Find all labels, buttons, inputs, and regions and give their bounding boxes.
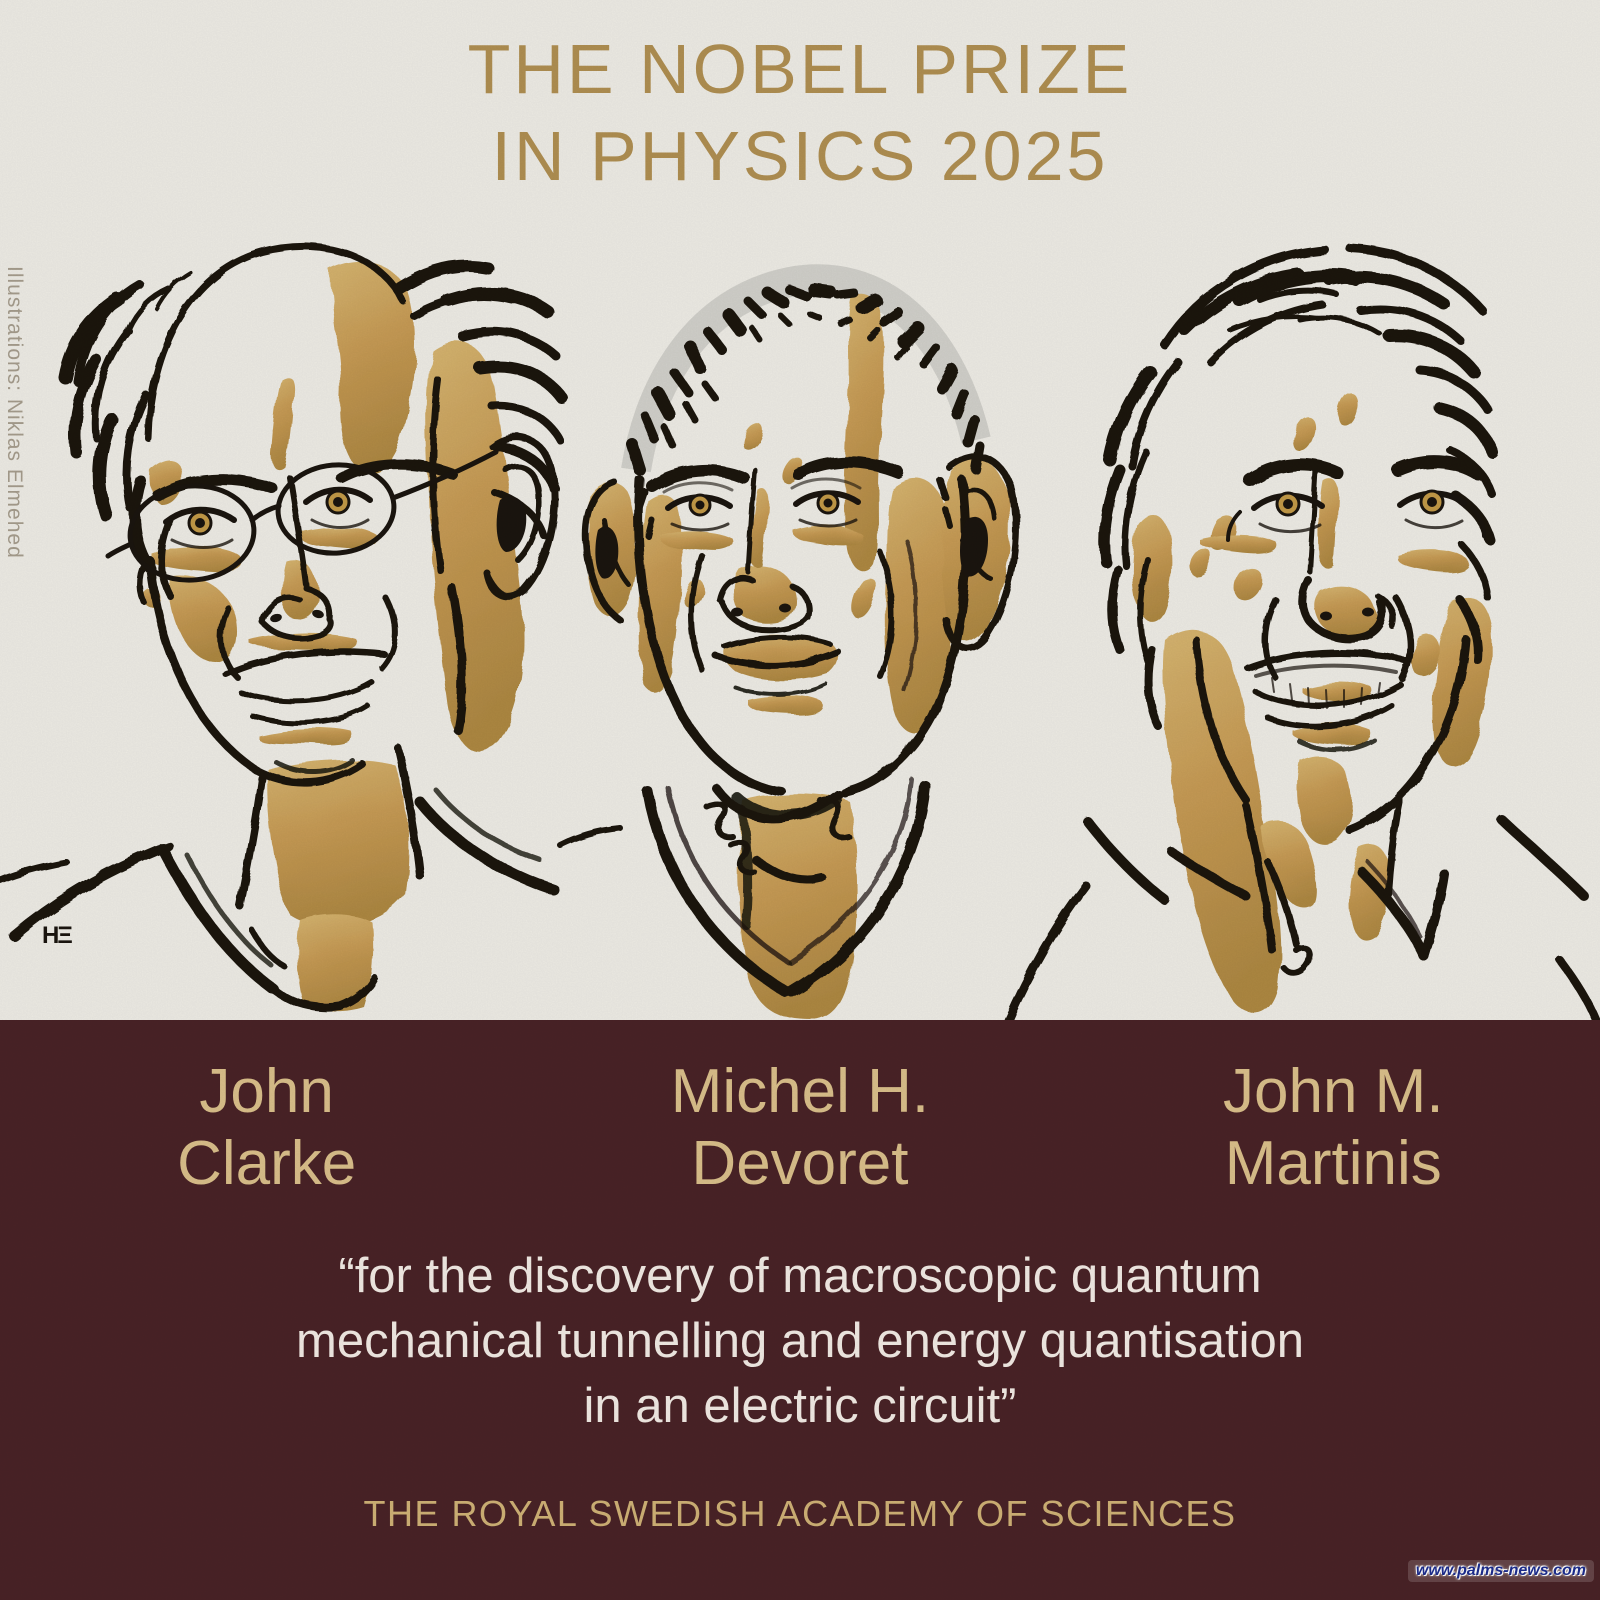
poster-title: THE NOBEL PRIZE IN PHYSICS 2025 bbox=[0, 26, 1600, 200]
laureate-name-john-martinis: John M. Martinis bbox=[1067, 1056, 1600, 1200]
academy-name: THE ROYAL SWEDISH ACADEMY OF SCIENCES bbox=[363, 1493, 1237, 1534]
laureate-last-name: Martinis bbox=[1224, 1129, 1442, 1198]
poster-title-line1: THE NOBEL PRIZE bbox=[467, 30, 1133, 108]
laureate-name-michel-devoret: Michel H. Devoret bbox=[533, 1056, 1066, 1200]
site-watermark: www.palms-news.com bbox=[1407, 1560, 1594, 1582]
laureate-first-name: John M. bbox=[1223, 1057, 1444, 1126]
portrait-john-clarke bbox=[0, 242, 568, 1013]
laureate-first-name: Michel H. bbox=[670, 1057, 930, 1126]
laureate-last-name: Clarke bbox=[177, 1129, 357, 1198]
portrait-michel-devoret bbox=[557, 264, 1020, 1020]
illustration-credit: Illustrations: Niklas Elmehed bbox=[3, 266, 26, 559]
prize-citation: “for the discovery of macroscopic quantu… bbox=[0, 1244, 1600, 1439]
poster-title-line2: IN PHYSICS 2025 bbox=[491, 116, 1109, 195]
laureate-names-row: John Clarke Michel H. Devoret John M. Ma… bbox=[0, 1020, 1600, 1200]
laureates-panel: John Clarke Michel H. Devoret John M. Ma… bbox=[0, 1020, 1600, 1600]
portrait-john-martinis bbox=[1003, 243, 1600, 1020]
laureate-name-john-clarke: John Clarke bbox=[0, 1056, 533, 1200]
citation-line: in an electric circuit” bbox=[583, 1379, 1017, 1433]
illustration-panel: THE NOBEL PRIZE IN PHYSICS 2025 Illustra… bbox=[0, 26, 1600, 1020]
citation-line: “for the discovery of macroscopic quantu… bbox=[338, 1249, 1262, 1303]
citation-line: mechanical tunnelling and energy quantis… bbox=[296, 1314, 1304, 1368]
laureate-first-name: John bbox=[199, 1057, 334, 1126]
laureate-last-name: Devoret bbox=[691, 1129, 909, 1198]
artist-monogram: ΗΞ bbox=[42, 922, 73, 949]
